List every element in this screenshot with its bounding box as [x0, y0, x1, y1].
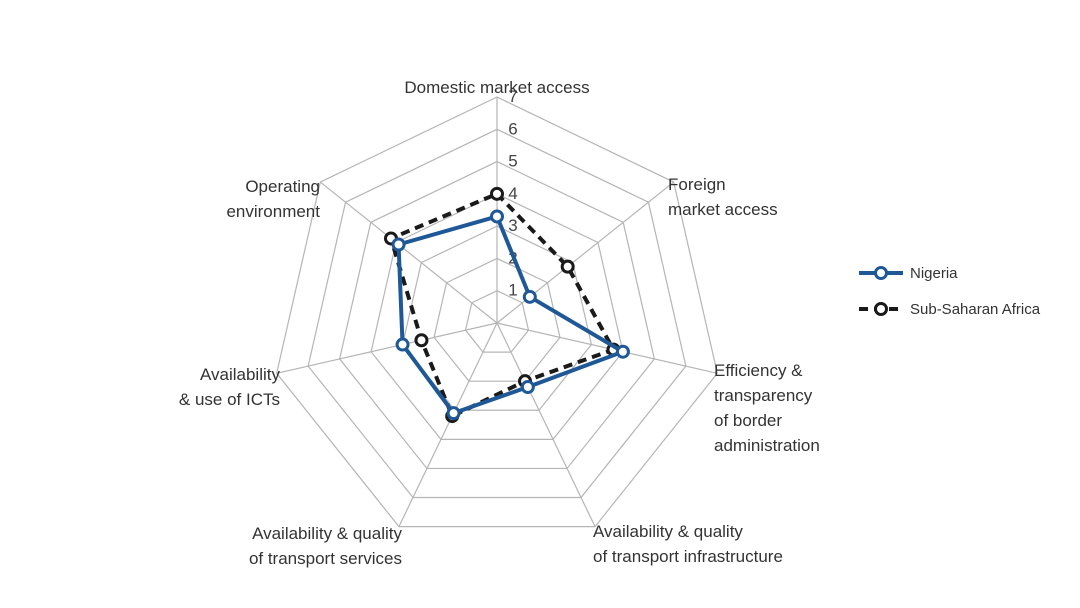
tick-label-4: 4 [508, 184, 517, 203]
grid-ring-6 [307, 128, 687, 499]
tick-label-5: 5 [508, 152, 517, 171]
series-0 [391, 209, 630, 421]
series-0-point-6 [391, 237, 406, 252]
grid-ring-1 [464, 290, 530, 353]
grid-ring-3 [401, 225, 593, 411]
spoke-4 [398, 322, 498, 527]
series-line-1 [388, 191, 616, 419]
series-0-point-0 [490, 209, 504, 224]
series-0-point-5 [395, 337, 410, 352]
series-0-point-2 [615, 344, 630, 359]
radar-grid [276, 96, 718, 528]
axis-label-5: Availability & use of ICTs [179, 365, 281, 409]
series-0-point-4 [446, 406, 461, 421]
legend-item-1: Sub-Saharan Africa [859, 301, 1041, 318]
series-1-point-0 [490, 186, 504, 201]
series-0-point-3 [520, 379, 535, 394]
series-1-point-1 [560, 259, 575, 274]
grid-ring-4 [370, 193, 624, 440]
axis-label-0: Domestic market access [404, 78, 589, 97]
tick-label-7: 7 [508, 87, 517, 106]
tick-label-6: 6 [508, 119, 517, 138]
axis-label-4: Availability & quality of transport servi… [249, 524, 403, 568]
series-1 [383, 186, 621, 424]
legend-item-0: Nigeria [859, 265, 958, 282]
legend-label-1: Sub-Saharan Africa [910, 301, 1041, 318]
series-1-point-5 [414, 333, 429, 348]
tick-label-3: 3 [508, 216, 517, 235]
radar-spokes [276, 97, 718, 527]
spoke-5 [276, 322, 498, 374]
data-series [383, 186, 630, 424]
grid-ring-2 [433, 257, 561, 382]
legend: Nigeria Sub-Saharan Africa [859, 265, 1041, 318]
series-0-point-1 [522, 289, 537, 304]
legend-label-0: Nigeria [910, 265, 958, 282]
tick-label-1: 1 [508, 281, 517, 300]
grid-ring-5 [338, 160, 656, 470]
axis-label-3: Availability & quality of transport infra… [593, 522, 783, 566]
spoke-6 [319, 181, 498, 324]
spoke-3 [496, 322, 596, 527]
legend-swatch-marker-0 [874, 266, 888, 280]
axis-labels: Domestic market access Foreign market acce… [179, 78, 820, 568]
grid-ring-7 [276, 96, 718, 528]
legend-swatch-marker-1 [874, 302, 888, 316]
axis-label-6: Operating environment [226, 177, 320, 221]
series-line-0 [396, 214, 625, 416]
axis-label-2: Efficiency & transparency of border adminis… [714, 361, 820, 455]
axis-label-1: Foreign market access [668, 175, 778, 219]
